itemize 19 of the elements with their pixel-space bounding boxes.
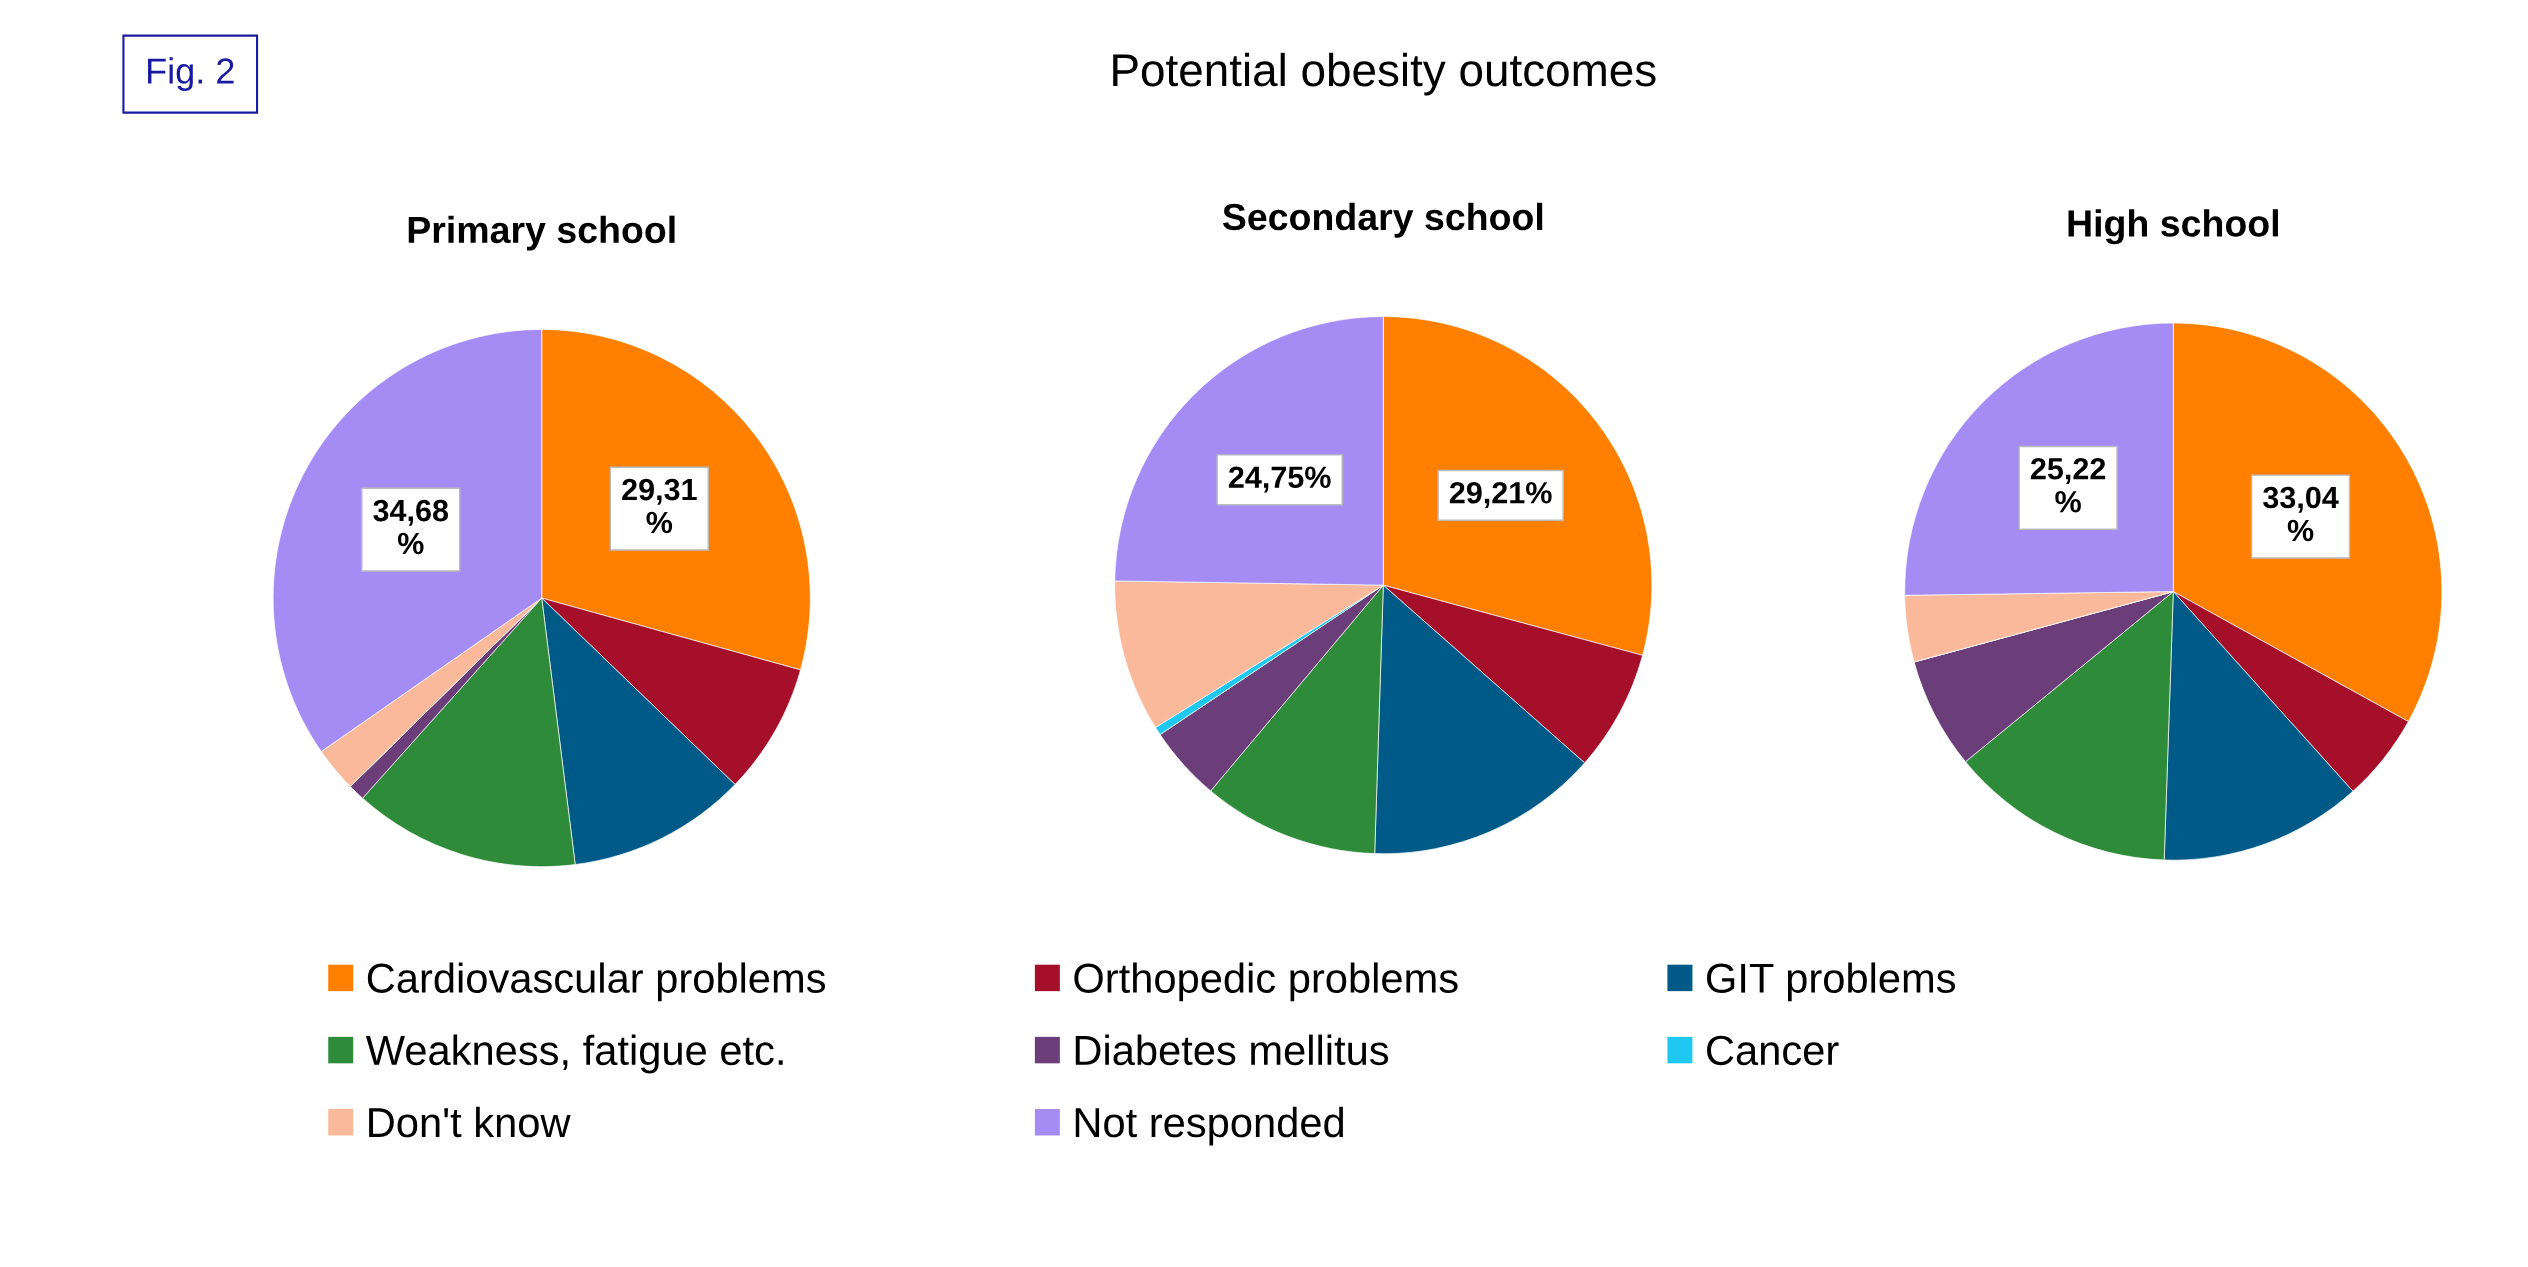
- chart-title: High school: [2068, 209, 2278, 245]
- legend-label: Diabetes mellitus: [1075, 1034, 1389, 1066]
- data-label: 24,75%: [1228, 466, 1331, 493]
- legend-label: Not responded: [1075, 1106, 1344, 1146]
- caption: Fig. 2: [148, 57, 234, 91]
- legend-label: Weakness, fatigue etc.: [365, 1034, 783, 1074]
- data-label: 29,31 %: [622, 478, 697, 534]
- data-label: 33,04 %: [2263, 486, 2339, 542]
- chart-title: Primary school: [408, 215, 675, 251]
- data-label: 34,68 %: [373, 499, 449, 555]
- legend-label: Cancer: [1707, 1035, 1839, 1066]
- data-label: 25,22 %: [2030, 457, 2106, 513]
- text: Potential obesity outcomes: [1113, 52, 1656, 96]
- chart-title: Secondary school: [1222, 202, 1543, 238]
- data-label: 29,21%: [1449, 481, 1552, 508]
- legend-label: GIT problems: [1707, 962, 1956, 1002]
- legend-label: Cardiovascular problems: [367, 962, 826, 1002]
- legend-label: Orthopedic problems: [1074, 962, 1458, 1002]
- legend-label: Don't know: [369, 1106, 571, 1138]
